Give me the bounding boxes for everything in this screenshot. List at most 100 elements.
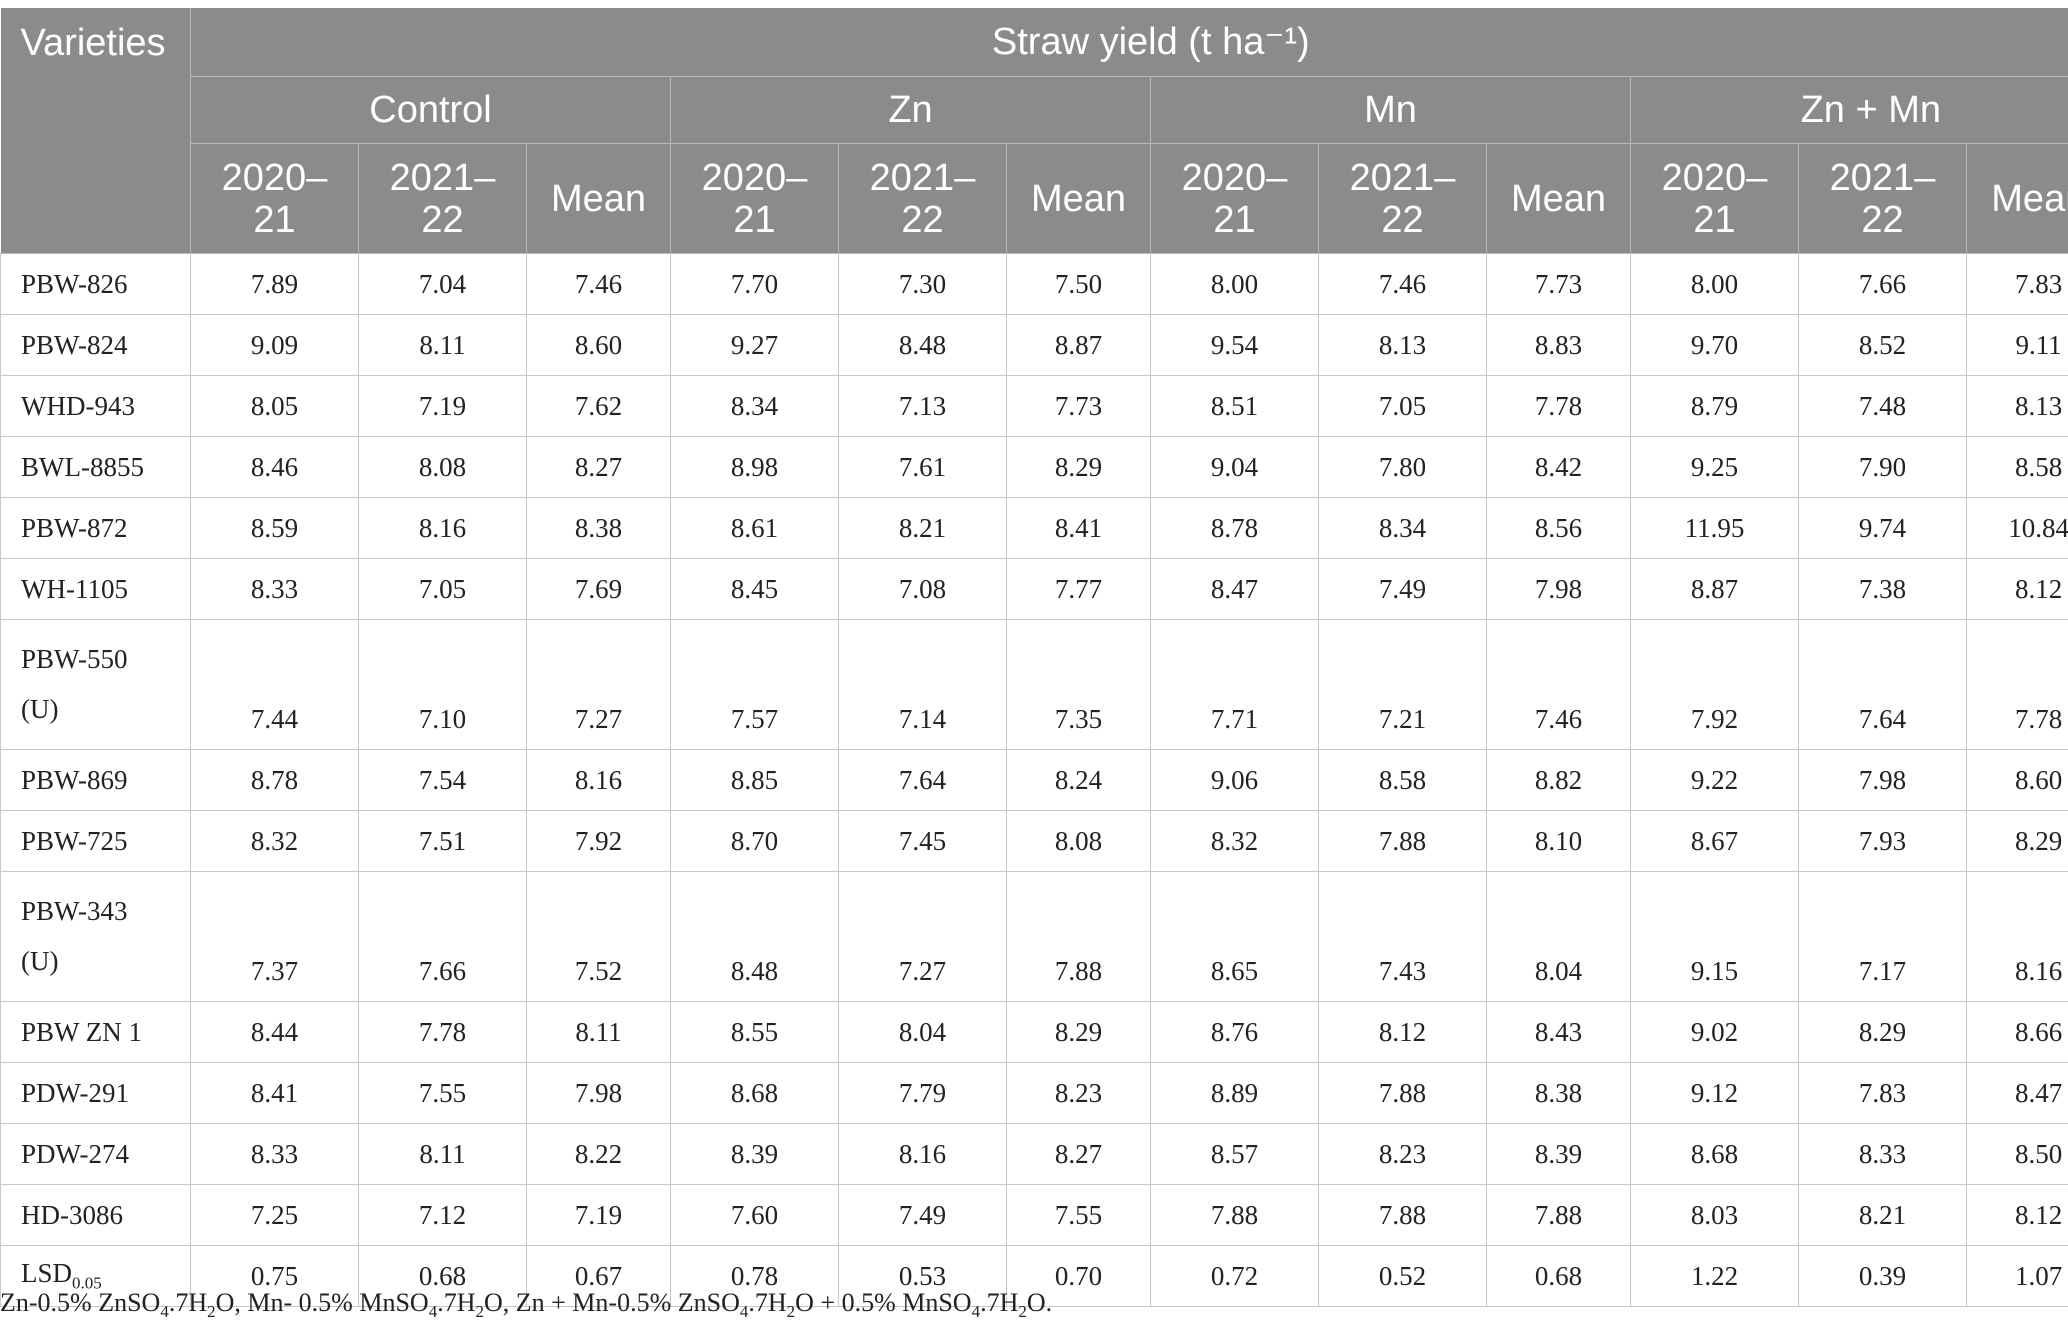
yield-value-cell: 7.73: [1486, 253, 1631, 315]
yield-value-cell: 7.98: [1798, 749, 1967, 811]
table-row: PDW-274 8.33 8.11 8.22 8.39 8.16 8.27 8.57 8.23 8…: [0, 1123, 2068, 1185]
table-row: PBW ZN 1 8.44 7.78 8.11 8.55 8.04 8.29 8.76 8.12…: [0, 1001, 2068, 1063]
yield-value-cell: 8.55: [670, 1001, 839, 1063]
lsd-value-cell: 0.72: [1150, 1245, 1319, 1307]
yield-value-cell: 8.67: [1630, 810, 1799, 872]
yield-value-cell: 7.88: [1318, 1184, 1487, 1246]
yield-value-cell: 8.57: [1150, 1123, 1319, 1185]
lsd-value-cell: 0.70: [1006, 1245, 1151, 1307]
group-header-zn-mn: Zn + Mn: [1630, 76, 2068, 144]
yield-value-cell: 8.78: [1150, 497, 1319, 559]
yield-value-cell: 7.13: [838, 375, 1007, 437]
yield-value-cell: 9.54: [1150, 314, 1319, 376]
lsd-value-cell: 0.53: [838, 1245, 1007, 1307]
yield-value-cell: 7.52: [526, 871, 671, 1002]
yield-value-cell: 8.85: [670, 749, 839, 811]
yield-value-cell: 8.11: [526, 1001, 671, 1063]
table-body: PBW-826 7.89 7.04 7.46 7.70 7.30 7.50 8.00 7.46 7…: [0, 253, 2068, 1307]
yield-value-cell: 8.46: [190, 436, 359, 498]
yield-value-cell: 7.83: [1798, 1062, 1967, 1124]
yield-value-cell: 8.33: [1798, 1123, 1967, 1185]
variety-name: PBW-725: [0, 810, 191, 872]
yield-value-cell: 8.11: [358, 314, 527, 376]
footnote-subscript: 4: [428, 1302, 438, 1322]
yield-value-cell: 7.10: [358, 619, 527, 750]
yield-value-cell: 9.70: [1630, 314, 1799, 376]
variety-name: PBW-869: [0, 749, 191, 811]
yield-value-cell: 7.05: [1318, 375, 1487, 437]
yield-value-cell: 8.27: [526, 436, 671, 498]
yield-value-cell: 8.68: [670, 1062, 839, 1124]
yield-value-cell: 7.92: [1630, 619, 1799, 750]
yield-value-cell: 8.98: [670, 436, 839, 498]
yield-value-cell: 8.38: [1486, 1062, 1631, 1124]
table-row: PBW-826 7.89 7.04 7.46 7.70 7.30 7.50 8.00 7.46 7…: [0, 253, 2068, 315]
yield-value-cell: 9.09: [190, 314, 359, 376]
yield-value-cell: 7.48: [1798, 375, 1967, 437]
yield-value-cell: 7.69: [526, 558, 671, 620]
yield-value-cell: 8.16: [358, 497, 527, 559]
yield-value-cell: 7.83: [1966, 253, 2068, 315]
yield-value-cell: 7.88: [1318, 1062, 1487, 1124]
yield-value-cell: 8.34: [1318, 497, 1487, 559]
varieties-header: Varieties: [0, 8, 191, 254]
yield-value-cell: 9.15: [1630, 871, 1799, 1002]
footnote-text: Zn-0.5% ZnSO: [0, 1288, 161, 1317]
yield-value-cell: 8.42: [1486, 436, 1631, 498]
yield-value-cell: 9.74: [1798, 497, 1967, 559]
yield-value-cell: 8.12: [1966, 558, 2068, 620]
yield-value-cell: 7.38: [1798, 558, 1967, 620]
yield-value-cell: 8.08: [358, 436, 527, 498]
yield-value-cell: 7.98: [526, 1062, 671, 1124]
variety-name: PBW-826: [0, 253, 191, 315]
footnote-subscript: 2: [786, 1302, 796, 1322]
yield-value-cell: 8.00: [1150, 253, 1319, 315]
variety-name: PDW-274: [0, 1123, 191, 1185]
group-header-mn: Mn: [1150, 76, 1631, 144]
lsd-value-cell: 0.68: [1486, 1245, 1631, 1307]
yield-value-cell: 7.57: [670, 619, 839, 750]
yield-value-cell: 8.38: [526, 497, 671, 559]
yield-value-cell: 7.19: [358, 375, 527, 437]
lsd-value-cell: 0.67: [526, 1245, 671, 1307]
table-header: Varieties Straw yield (t ha⁻¹) Control Z…: [0, 8, 2068, 254]
yield-value-cell: 7.46: [526, 253, 671, 315]
yield-value-cell: 7.90: [1798, 436, 1967, 498]
yield-value-cell: 7.64: [838, 749, 1007, 811]
yield-value-cell: 8.76: [1150, 1001, 1319, 1063]
variety-name: PDW-291: [0, 1062, 191, 1124]
variety-name: PBW-872: [0, 497, 191, 559]
yield-value-cell: 8.11: [358, 1123, 527, 1185]
yield-value-cell: 8.43: [1486, 1001, 1631, 1063]
yield-value-cell: 7.05: [358, 558, 527, 620]
season-header: 2020– 21: [190, 143, 359, 254]
yield-value-cell: 8.56: [1486, 497, 1631, 559]
yield-value-cell: 7.88: [1318, 810, 1487, 872]
yield-value-cell: 7.54: [358, 749, 527, 811]
yield-value-cell: 7.21: [1318, 619, 1487, 750]
lsd-row: LSD0.05 0.75 0.68 0.67 0.78 0.53 0.70 0.72 0.52 0…: [0, 1245, 2068, 1307]
yield-value-cell: 8.23: [1006, 1062, 1151, 1124]
yield-value-cell: 7.55: [1006, 1184, 1151, 1246]
yield-value-cell: 8.13: [1318, 314, 1487, 376]
lsd-value-cell: 0.68: [358, 1245, 527, 1307]
yield-value-cell: 7.79: [838, 1062, 1007, 1124]
yield-value-cell: 7.12: [358, 1184, 527, 1246]
yield-value-cell: 9.25: [1630, 436, 1799, 498]
variety-name: HD-3086: [0, 1184, 191, 1246]
yield-value-cell: 8.12: [1966, 1184, 2068, 1246]
season-header: 2020– 21: [670, 143, 839, 254]
yield-value-cell: 8.48: [838, 314, 1007, 376]
footnote-subscript: 2: [1018, 1302, 1027, 1322]
yield-value-cell: 8.39: [1486, 1123, 1631, 1185]
footnote-subscript: 4: [739, 1302, 749, 1322]
mean-header: Mean: [1006, 143, 1151, 254]
variety-name: PBW-550 (U): [0, 619, 191, 750]
yield-value-cell: 8.87: [1630, 558, 1799, 620]
yield-value-cell: 8.60: [1966, 749, 2068, 811]
yield-value-cell: 7.14: [838, 619, 1007, 750]
table-row: HD-3086 7.25 7.12 7.19 7.60 7.49 7.55 7.88 7.88 7…: [0, 1184, 2068, 1246]
table-row: PBW-872 8.59 8.16 8.38 8.61 8.21 8.41 8.78 8.34 8…: [0, 497, 2068, 559]
yield-value-cell: 8.04: [838, 1001, 1007, 1063]
yield-value-cell: 8.05: [190, 375, 359, 437]
